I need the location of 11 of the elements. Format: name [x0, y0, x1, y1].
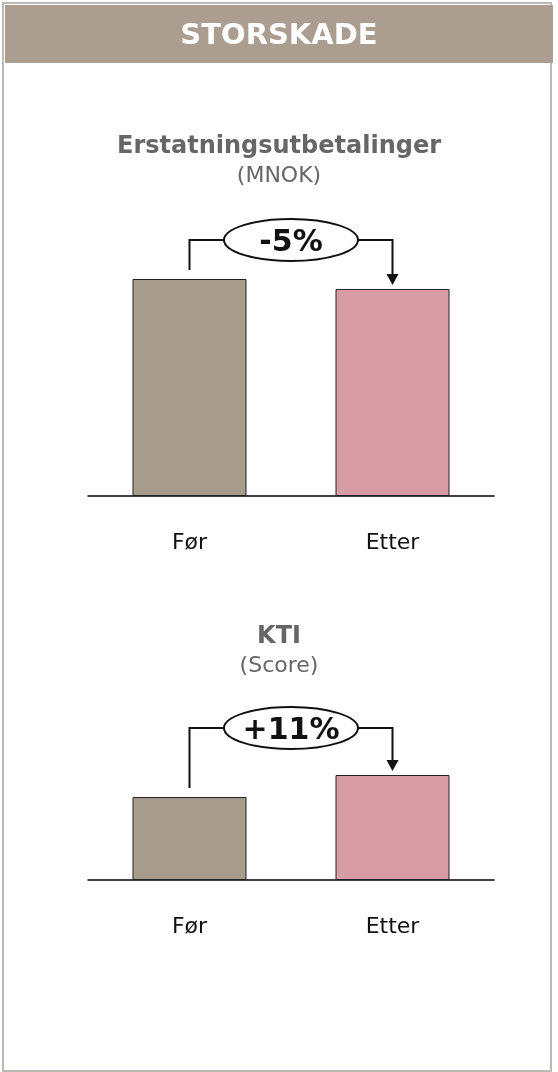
x-tick-label: Etter: [365, 912, 421, 938]
x-tick-label: Før: [171, 528, 209, 554]
text: -5%: [259, 222, 323, 258]
chart-title: Erstatningsutbetalinger: [116, 131, 442, 159]
x-tick-label: Før: [171, 912, 209, 938]
x-tick-label: Etter: [365, 528, 421, 554]
text: STORSKADE: [5, 5, 553, 63]
chart-title: KTI: [257, 621, 301, 649]
text: +11%: [242, 710, 340, 746]
chart-subtitle: (Score): [239, 651, 319, 677]
chart-subtitle: (MNOK): [236, 161, 322, 187]
